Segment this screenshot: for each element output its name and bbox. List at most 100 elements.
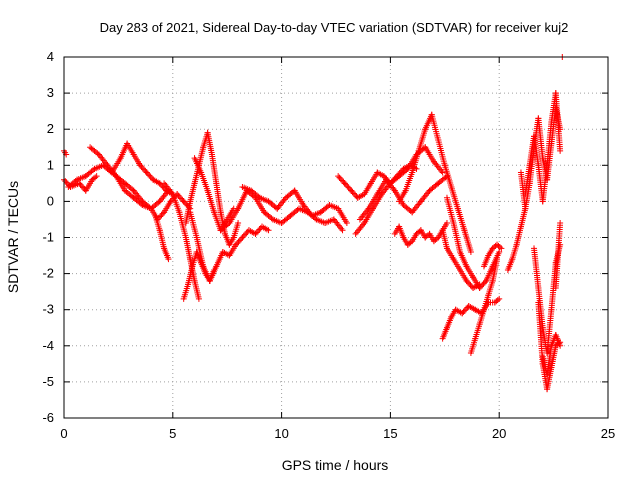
data-point bbox=[481, 279, 488, 286]
data-point bbox=[345, 184, 352, 191]
y-tick-label: -3 bbox=[42, 302, 54, 317]
data-point bbox=[416, 228, 423, 235]
data-point bbox=[460, 308, 467, 315]
data-point bbox=[439, 169, 446, 176]
data-point bbox=[146, 172, 153, 179]
data-point bbox=[443, 220, 450, 227]
data-point bbox=[467, 282, 474, 289]
data-point bbox=[239, 234, 246, 241]
data-point bbox=[235, 238, 242, 245]
data-point bbox=[159, 210, 166, 217]
data-point bbox=[129, 186, 136, 193]
data-point bbox=[176, 194, 183, 201]
data-point bbox=[466, 280, 473, 287]
data-point bbox=[557, 220, 564, 227]
data-point bbox=[339, 227, 346, 234]
data-point bbox=[158, 212, 165, 219]
data-point bbox=[463, 305, 470, 312]
data-point bbox=[90, 167, 97, 174]
data-point bbox=[350, 190, 357, 197]
y-axis-label: SDTVAR / TECUs bbox=[5, 181, 21, 293]
data-point bbox=[496, 295, 503, 302]
data-point bbox=[78, 183, 85, 190]
data-point bbox=[178, 195, 185, 202]
data-point bbox=[380, 173, 387, 180]
data-point bbox=[498, 245, 505, 252]
data-point bbox=[346, 186, 353, 193]
data-point bbox=[137, 200, 144, 207]
data-point bbox=[62, 178, 69, 185]
y-tick-label: 2 bbox=[47, 121, 54, 136]
x-tick-label: 0 bbox=[60, 426, 67, 441]
data-point bbox=[138, 163, 145, 170]
x-tick-label: 25 bbox=[601, 426, 615, 441]
data-point bbox=[557, 342, 564, 349]
y-tick-label: -2 bbox=[42, 266, 54, 281]
data-point bbox=[344, 183, 351, 190]
data-point bbox=[252, 230, 259, 237]
data-point bbox=[157, 213, 164, 220]
data-point bbox=[236, 237, 243, 244]
data-point bbox=[256, 226, 263, 233]
x-axis-label: GPS time / hours bbox=[282, 457, 389, 473]
data-point bbox=[242, 231, 249, 238]
data-point bbox=[464, 279, 471, 286]
data-point bbox=[480, 280, 487, 287]
x-tick-label: 5 bbox=[169, 426, 176, 441]
data-point bbox=[265, 227, 272, 234]
data-point bbox=[425, 232, 432, 239]
data-point bbox=[240, 233, 247, 240]
data-point bbox=[340, 178, 347, 185]
data-point bbox=[494, 256, 501, 263]
data-point bbox=[93, 173, 100, 180]
chart-title: Day 283 of 2021, Sidereal Day-to-day VTE… bbox=[100, 20, 569, 35]
data-point bbox=[403, 167, 410, 174]
data-point bbox=[407, 239, 414, 246]
data-point bbox=[165, 256, 172, 263]
data-point bbox=[144, 170, 151, 177]
data-point bbox=[335, 173, 342, 180]
data-point bbox=[155, 199, 162, 206]
data-point bbox=[92, 174, 99, 181]
data-point bbox=[255, 193, 262, 200]
data-point bbox=[224, 221, 231, 228]
data-point bbox=[139, 165, 146, 172]
grid bbox=[64, 57, 608, 418]
data-point bbox=[181, 199, 188, 206]
data-point bbox=[496, 248, 503, 255]
x-tick-label: 20 bbox=[492, 426, 506, 441]
data-point bbox=[343, 220, 350, 227]
data-point bbox=[343, 181, 350, 188]
data-point bbox=[77, 181, 84, 188]
y-tick-label: 4 bbox=[47, 49, 54, 64]
data-point bbox=[235, 220, 242, 227]
data-point bbox=[290, 188, 297, 195]
y-tick-label: -6 bbox=[42, 410, 54, 425]
y-tick-label: 1 bbox=[47, 157, 54, 172]
y-tick-label: 0 bbox=[47, 193, 54, 208]
data-point bbox=[459, 310, 466, 317]
x-tick-label: 10 bbox=[274, 426, 288, 441]
data-point bbox=[494, 297, 501, 304]
data-point bbox=[234, 240, 241, 247]
data-point bbox=[72, 177, 79, 184]
data-point bbox=[339, 177, 346, 184]
x-tick-label: 15 bbox=[383, 426, 397, 441]
data-point bbox=[255, 228, 262, 235]
data-point bbox=[183, 201, 190, 208]
data-point bbox=[352, 191, 359, 198]
y-tick-label: 3 bbox=[47, 85, 54, 100]
data-point bbox=[142, 168, 149, 175]
data-point bbox=[141, 166, 148, 173]
data-point bbox=[167, 198, 174, 205]
y-tick-label: -4 bbox=[42, 338, 54, 353]
data-point bbox=[63, 179, 70, 186]
data-point bbox=[238, 235, 245, 242]
data-point bbox=[253, 229, 260, 236]
data-point bbox=[433, 235, 440, 242]
data-point bbox=[180, 198, 187, 205]
data-point bbox=[337, 176, 344, 183]
data-point bbox=[143, 169, 150, 176]
data-point bbox=[461, 307, 468, 314]
